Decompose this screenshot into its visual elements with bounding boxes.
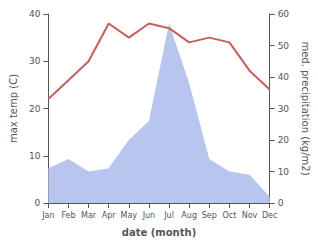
svg-text:Apr: Apr — [102, 211, 117, 220]
svg-text:med. precipitation (kg/m2): med. precipitation (kg/m2) — [300, 41, 311, 175]
svg-text:60: 60 — [278, 9, 290, 19]
svg-text:Jul: Jul — [163, 211, 174, 220]
svg-text:Jan: Jan — [41, 211, 54, 220]
svg-text:20: 20 — [278, 135, 290, 145]
svg-text:Aug: Aug — [181, 211, 197, 220]
svg-text:max temp (C): max temp (C) — [8, 74, 19, 143]
svg-text:0: 0 — [35, 198, 41, 208]
svg-text:date (month): date (month) — [122, 227, 196, 238]
svg-text:50: 50 — [278, 41, 290, 51]
svg-text:Oct: Oct — [222, 211, 236, 220]
svg-text:Mar: Mar — [81, 211, 97, 220]
svg-text:Feb: Feb — [61, 211, 75, 220]
svg-text:Nov: Nov — [242, 211, 258, 220]
svg-text:40: 40 — [278, 72, 290, 82]
svg-text:Dec: Dec — [262, 211, 277, 220]
svg-text:10: 10 — [29, 151, 41, 161]
svg-text:May: May — [121, 211, 138, 220]
svg-text:20: 20 — [29, 104, 41, 114]
svg-text:Jun: Jun — [142, 211, 156, 220]
svg-text:30: 30 — [278, 104, 290, 114]
svg-text:10: 10 — [278, 167, 290, 177]
svg-text:30: 30 — [29, 56, 41, 66]
svg-text:Sep: Sep — [202, 211, 217, 220]
svg-text:0: 0 — [278, 198, 284, 208]
svg-text:40: 40 — [29, 9, 41, 19]
